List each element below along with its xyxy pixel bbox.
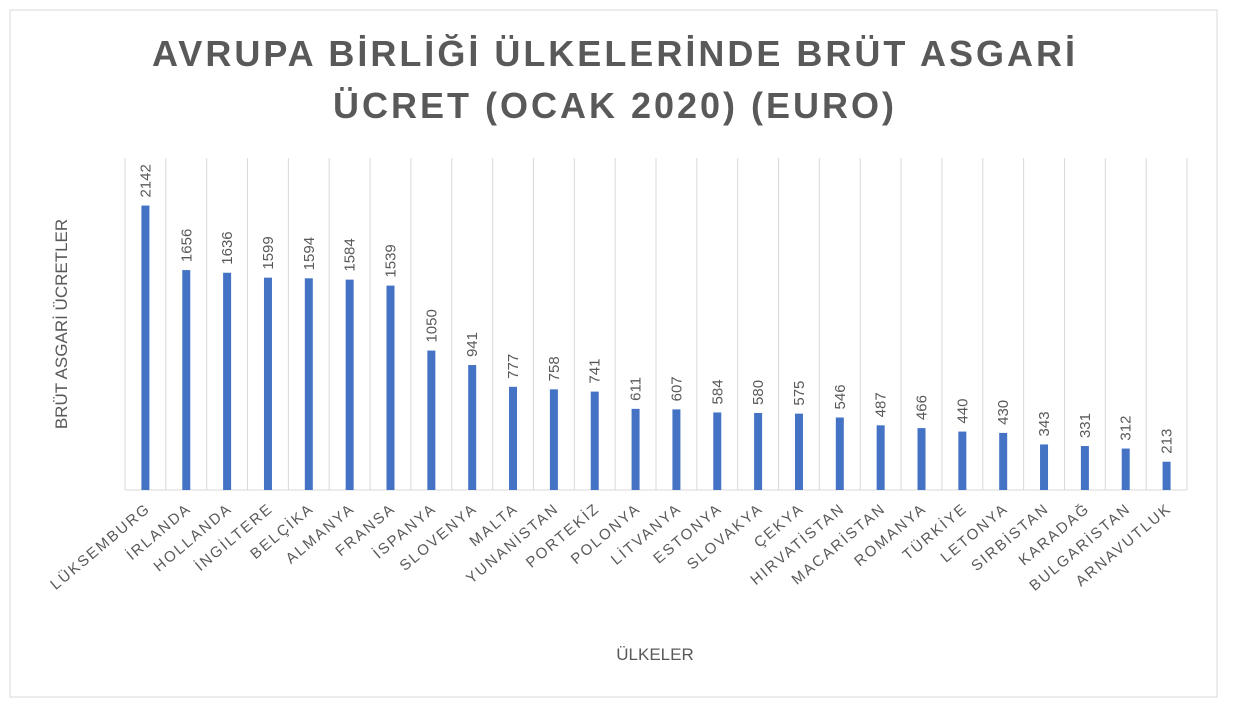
chart-title: AVRUPA BİRLİĞİ ÜLKELERİNDE BRÜT ASGARİ Ü… bbox=[151, 33, 1078, 126]
data-label: 1539 bbox=[383, 244, 400, 277]
data-label: 312 bbox=[1118, 416, 1135, 441]
bar bbox=[509, 386, 518, 490]
bar bbox=[141, 205, 150, 490]
bar bbox=[876, 425, 885, 490]
data-label: 343 bbox=[1036, 411, 1053, 436]
bar bbox=[182, 270, 191, 490]
bar bbox=[672, 409, 681, 490]
bar bbox=[468, 365, 477, 490]
bar bbox=[1162, 461, 1171, 490]
bar bbox=[263, 277, 272, 490]
data-label: 430 bbox=[995, 400, 1012, 425]
data-label: 1636 bbox=[219, 231, 236, 264]
data-label: 741 bbox=[587, 359, 604, 384]
bar bbox=[713, 412, 722, 490]
bar bbox=[1040, 444, 1049, 490]
chart-border bbox=[9, 9, 1218, 698]
bar bbox=[835, 417, 844, 490]
data-label: 440 bbox=[954, 399, 971, 424]
bar bbox=[590, 391, 599, 490]
data-label: 1050 bbox=[423, 309, 440, 342]
data-label: 1656 bbox=[178, 229, 195, 262]
data-label: 607 bbox=[668, 376, 685, 401]
data-label: 941 bbox=[464, 332, 481, 357]
bar bbox=[631, 408, 640, 490]
bar bbox=[345, 279, 354, 490]
data-label: 584 bbox=[709, 379, 726, 404]
bar bbox=[427, 350, 436, 490]
data-label: 466 bbox=[914, 395, 931, 420]
bar bbox=[794, 413, 803, 490]
data-label: 580 bbox=[750, 380, 767, 405]
data-label: 213 bbox=[1159, 429, 1176, 454]
bar bbox=[999, 432, 1008, 490]
bar bbox=[304, 278, 313, 490]
data-label: 487 bbox=[873, 392, 890, 417]
bar bbox=[958, 431, 967, 490]
data-label: 777 bbox=[505, 354, 522, 379]
data-label: 1599 bbox=[260, 236, 277, 269]
data-label: 611 bbox=[628, 377, 645, 401]
data-label: 1594 bbox=[301, 237, 318, 270]
bar bbox=[1080, 446, 1089, 490]
data-label: 331 bbox=[1077, 413, 1094, 438]
bar bbox=[549, 389, 558, 490]
bar bbox=[386, 285, 395, 490]
bar bbox=[917, 428, 926, 490]
bar bbox=[754, 412, 763, 490]
data-label: 1584 bbox=[342, 238, 359, 271]
data-label: 546 bbox=[832, 384, 849, 409]
bar bbox=[223, 272, 232, 490]
data-label: 2142 bbox=[137, 164, 154, 197]
x-axis-label: ÜLKELER bbox=[616, 645, 693, 664]
y-axis-label: BRÜT ASGARİ ÜCRETLER bbox=[52, 219, 71, 429]
data-label: 758 bbox=[546, 356, 563, 381]
data-label: 575 bbox=[791, 381, 808, 406]
bar bbox=[1121, 448, 1130, 490]
